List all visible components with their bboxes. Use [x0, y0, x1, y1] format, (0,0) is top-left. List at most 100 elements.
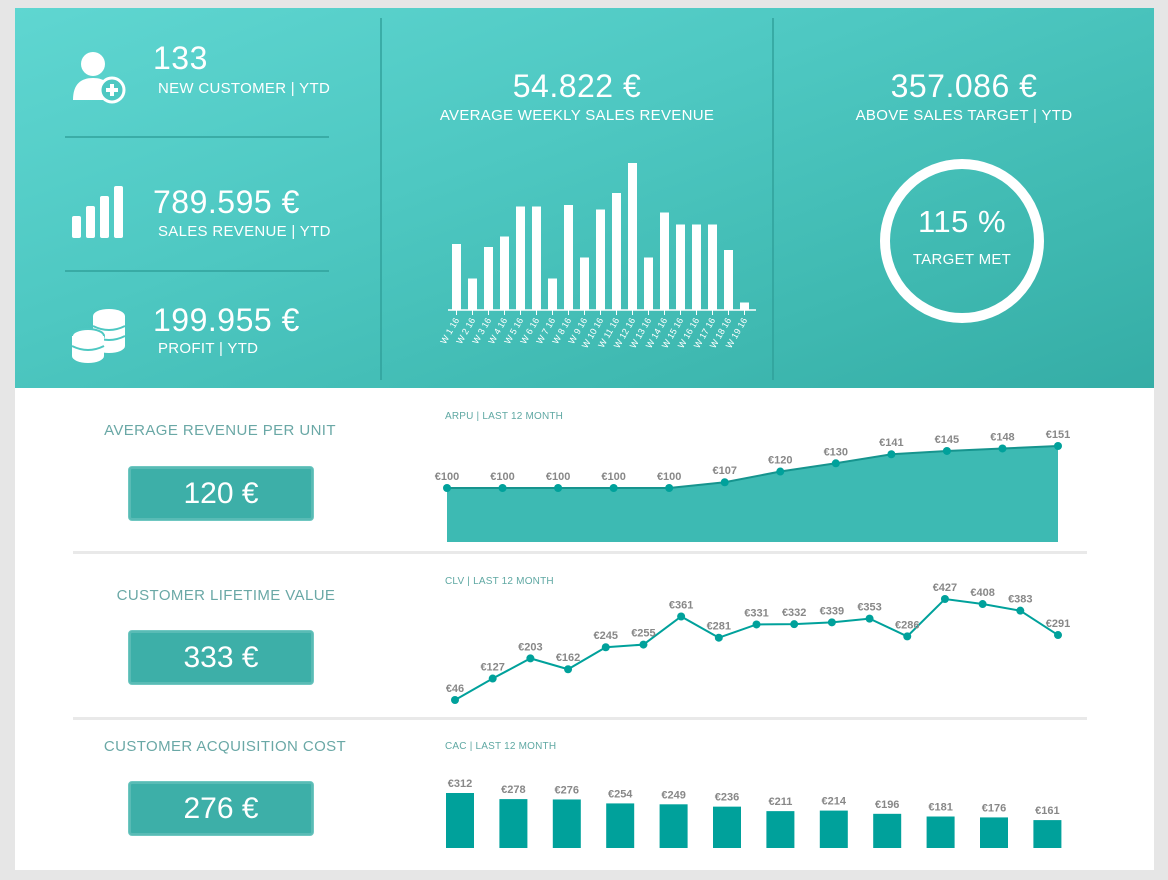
cac-bar [766, 811, 795, 848]
arpu-data-label: €151 [1046, 429, 1070, 441]
dashboard-panel: 133 NEW CUSTOMER | YTD 789.595 € SALES R… [15, 8, 1154, 870]
clv-data-label: €46 [446, 683, 464, 695]
weekly-bar [692, 224, 701, 310]
cac-data-label: €254 [608, 788, 633, 800]
weekly-bar [628, 163, 637, 310]
clv-point [564, 665, 573, 674]
cac-bar-chart: €312 €278 €276 €254 €249 €236 €211 €214 €196 €181… [446, 778, 1062, 848]
cac-data-label: €278 [501, 784, 525, 796]
cac-data-label: €196 [875, 799, 899, 811]
clv-data-label: €203 [518, 641, 542, 653]
weekly-bar [452, 244, 461, 310]
cac-bar [606, 803, 635, 848]
cac-bar [499, 799, 528, 848]
cac-data-label: €236 [715, 792, 739, 804]
arpu-data-label: €130 [824, 446, 848, 458]
cac-bar [819, 810, 848, 848]
clv-data-label: €291 [1046, 618, 1070, 630]
weekly-bar [548, 278, 557, 310]
clv-point [752, 620, 761, 629]
arpu-chart-title: ARPU | LAST 12 MONTH [445, 411, 564, 422]
clv-point [714, 633, 723, 642]
weekly-bar [708, 224, 717, 310]
weekly-sales-chart: W 1 16W 2 16W 3 16W 4 16W 5 16W 6 16W 7 … [438, 163, 756, 350]
weekly-bar [644, 257, 653, 310]
divider [380, 18, 382, 380]
arpu-area-chart: €100 €100 €100 €100 €100 €107 €120 €130 €141 €145… [435, 429, 1070, 542]
clv-point [488, 674, 497, 683]
cac-bar [873, 813, 902, 848]
avg-weekly-value: 54.822 € [512, 68, 642, 104]
arpu-data-label: €107 [712, 465, 736, 477]
arpu-point [609, 484, 618, 492]
target-met-label: TARGET MET [912, 251, 1012, 268]
arpu-point [776, 467, 785, 476]
clv-data-label: €331 [744, 607, 768, 619]
clv-data-label: €281 [707, 621, 731, 633]
cac-bar [552, 799, 581, 848]
divider [772, 18, 774, 380]
profit-label: PROFIT | YTD [158, 340, 259, 357]
arpu-point [498, 484, 507, 492]
cac-data-label: €176 [982, 802, 1006, 814]
arpu-point [942, 446, 951, 455]
arpu-area [447, 446, 1058, 542]
divider [65, 270, 329, 272]
weekly-bar [532, 206, 541, 310]
cac-bar [980, 817, 1008, 848]
clv-line-chart: €46 €127 €203 €162 €245 €255 €361 €281 €331 €332 €… [446, 582, 1070, 704]
cac-bar [446, 793, 474, 848]
kpi-header: 133 NEW CUSTOMER | YTD 789.595 € SALES R… [15, 8, 1154, 388]
cac-data-label: €211 [768, 796, 792, 808]
above-target-label: ABOVE SALES TARGET | YTD [855, 107, 1073, 124]
cac-data-label: €161 [1035, 805, 1059, 817]
sales-revenue-value: 789.595 € [153, 184, 300, 220]
weekly-bar [612, 193, 621, 310]
clv-data-label: €245 [594, 630, 618, 642]
clv-data-label: €408 [970, 587, 994, 599]
clv-point [1016, 606, 1025, 615]
weekly-bar [676, 224, 685, 310]
weekly-bar [484, 247, 493, 310]
arpu-value: 120 € [128, 466, 314, 521]
profit-value: 199.955 € [153, 302, 300, 338]
bar-chart-icon [72, 186, 123, 238]
avg-weekly-label: AVERAGE WEEKLY SALES REVENUE [439, 107, 715, 124]
weekly-bar [564, 205, 573, 310]
clv-title: CUSTOMER LIFETIME VALUE [116, 587, 336, 604]
clv-data-label: €162 [556, 652, 580, 664]
arpu-data-label: €100 [546, 471, 570, 483]
cac-data-label: €181 [928, 802, 952, 814]
target-met-value: 115 % [917, 204, 1007, 239]
arpu-point [831, 459, 840, 468]
weekly-bar [660, 212, 669, 310]
clv-point [978, 600, 987, 609]
clv-point [677, 612, 686, 621]
cac-value: 276 € [128, 781, 314, 836]
add-user-icon [73, 52, 126, 104]
weekly-bar [500, 236, 509, 310]
cac-title: CUSTOMER ACQUISITION COST [103, 738, 347, 755]
arpu-point [1054, 442, 1062, 450]
clv-data-label: €383 [1008, 594, 1032, 606]
clv-chart-title: CLV | LAST 12 MONTH [445, 576, 554, 587]
clv-data-label: €427 [933, 582, 957, 594]
cac-data-label: €276 [555, 784, 579, 796]
arpu-data-label: €100 [490, 471, 514, 483]
row-separator [73, 717, 1087, 720]
clv-point [827, 618, 836, 627]
new-customer-label: NEW CUSTOMER | YTD [158, 80, 331, 97]
new-customer-value: 133 [153, 40, 208, 76]
cac-data-label: €249 [661, 789, 685, 801]
arpu-data-label: €100 [657, 471, 681, 483]
arpu-point [887, 450, 896, 459]
arpu-line [447, 445, 1059, 489]
arpu-data-label: €120 [768, 455, 792, 467]
clv-data-label: €353 [857, 602, 881, 614]
weekly-bar [468, 278, 477, 310]
cac-bar [713, 806, 741, 848]
target-ring [880, 159, 1044, 323]
clv-point [903, 632, 912, 641]
clv-data-label: €361 [669, 599, 693, 611]
above-target-value: 357.086 € [890, 68, 1038, 104]
